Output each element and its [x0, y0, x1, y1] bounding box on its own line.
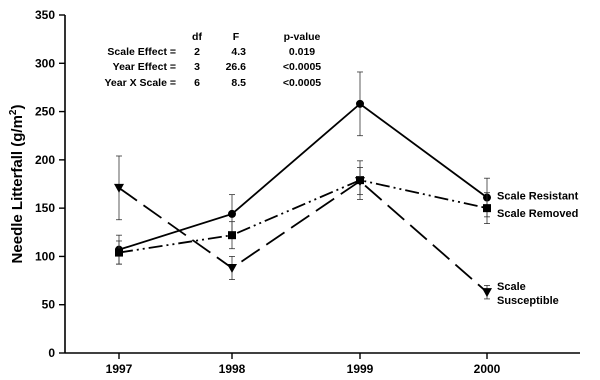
stats-header-pvalue: p-value	[284, 31, 321, 43]
y-tick-label: 300	[35, 56, 55, 70]
y-axis-label: Needle Litterfall (g/m2)	[8, 105, 26, 264]
stats-table: df F p-value Scale Effect = 2 4.3 0.019 …	[104, 31, 321, 89]
series-line	[118, 179, 488, 293]
series-susceptible	[114, 155, 492, 300]
stats-row-label: Year Effect =	[113, 61, 176, 73]
stats-row-f: 26.6	[226, 61, 247, 73]
stats-row-f: 4.3	[231, 46, 246, 58]
stats-row-df: 2	[194, 46, 200, 58]
data-point	[228, 209, 236, 218]
data-point	[483, 204, 491, 213]
stats-row-df: 6	[194, 77, 200, 89]
series-resistant	[115, 71, 491, 265]
series-layer	[114, 71, 492, 300]
x-tick-label: 1999	[347, 362, 374, 376]
y-tick-label: 100	[35, 249, 55, 263]
x-tick-label: 1998	[219, 362, 246, 376]
data-point	[355, 177, 365, 187]
series-line	[118, 102, 488, 251]
x-tick-label: 1997	[106, 362, 133, 376]
stats-row-p: <0.0005	[283, 61, 321, 73]
stats-row-p: 0.019	[289, 46, 315, 58]
y-axis-ticks: 0 50 100 150 200 250 300 350	[35, 8, 65, 360]
y-tick-label: 200	[35, 153, 55, 167]
stats-row-label: Scale Effect =	[107, 46, 176, 58]
series-line	[118, 179, 488, 254]
y-tick-label: 0	[48, 346, 55, 360]
series-labels: Scale Resistant Scale Removed Scale Suscept…	[497, 191, 579, 308]
y-tick-label: 250	[35, 105, 55, 119]
data-point	[227, 264, 237, 274]
x-tick-label: 2000	[474, 362, 501, 376]
stats-row-p: <0.0005	[283, 77, 321, 89]
data-point	[228, 231, 236, 240]
x-axis-ticks: 1997 1998 1999 2000	[106, 353, 501, 376]
y-tick-label: 50	[42, 298, 56, 312]
stats-header-f: F	[233, 31, 240, 43]
stats-row-label: Year X Scale =	[104, 77, 176, 89]
data-point	[115, 248, 123, 257]
series-label-susceptible: Scale	[497, 281, 526, 293]
series-label-resistant: Scale Resistant	[497, 191, 579, 203]
data-point	[482, 288, 492, 298]
series-label-removed: Scale Removed	[497, 208, 578, 220]
series-label-susceptible: Susceptible	[497, 295, 559, 307]
y-tick-label: 150	[35, 201, 55, 215]
data-point	[356, 99, 364, 108]
series-removed	[115, 160, 491, 265]
stats-row-f: 8.5	[231, 77, 246, 89]
stats-row-df: 3	[194, 61, 200, 73]
data-point	[114, 183, 124, 193]
y-tick-label: 350	[35, 8, 55, 22]
stats-header-df: df	[192, 31, 202, 43]
